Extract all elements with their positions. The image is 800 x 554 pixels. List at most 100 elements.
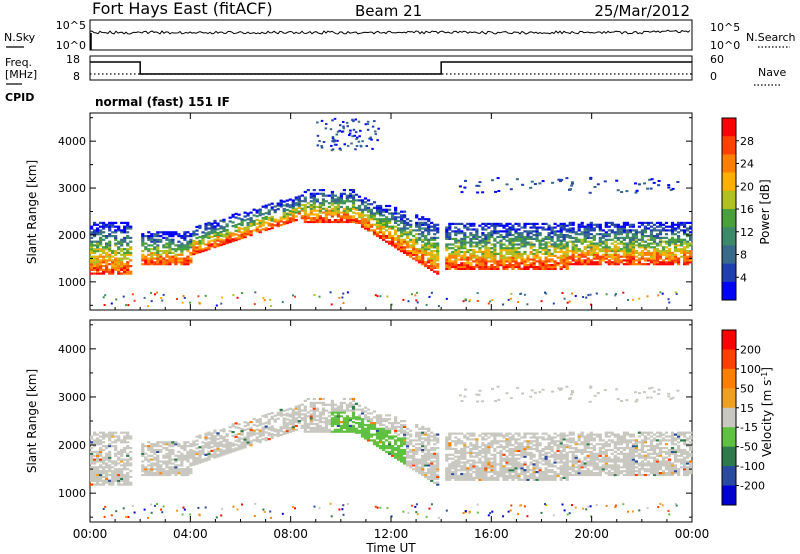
power-cell — [541, 239, 545, 242]
power-cell — [312, 204, 316, 207]
power-cell — [571, 246, 575, 249]
power-cell — [153, 261, 157, 264]
power-cell — [520, 226, 524, 229]
power-cell — [385, 219, 389, 223]
power-cell — [514, 249, 518, 252]
power-cell — [646, 259, 651, 262]
power-cell — [141, 250, 145, 253]
velocity-cell — [150, 454, 154, 457]
velocity-cell — [406, 445, 410, 448]
power-cell — [484, 262, 488, 265]
power-cell — [658, 257, 663, 260]
power-cell — [454, 254, 458, 257]
velocity-cell — [120, 464, 124, 467]
power-cell — [111, 261, 115, 264]
velocity-cell — [102, 448, 106, 452]
power-cell — [565, 260, 569, 263]
velocity-cell — [514, 474, 518, 478]
velocity-cell — [336, 421, 340, 424]
power-cell — [102, 272, 106, 275]
velocity-cell — [360, 420, 365, 423]
colorbar-cell — [722, 154, 736, 174]
velocity-cell — [499, 469, 503, 472]
power-speckle — [533, 183, 537, 185]
velocity-cell — [454, 459, 458, 462]
velocity-cell — [366, 433, 371, 436]
power-cell — [93, 229, 97, 232]
power-cell — [640, 238, 644, 241]
velocity-cell — [282, 417, 286, 420]
power-cell — [689, 261, 693, 264]
velocity-cell — [379, 420, 383, 423]
velocity-cell — [120, 479, 124, 482]
power-cell — [535, 239, 539, 242]
power-cell — [604, 250, 608, 253]
power-cell — [622, 244, 626, 247]
power-cell — [375, 219, 380, 223]
power-cell — [544, 245, 548, 248]
power-cell — [508, 256, 512, 259]
power-cell — [171, 233, 175, 236]
velocity-cell — [499, 461, 503, 464]
power-cell — [454, 258, 458, 261]
velocity-cell — [177, 468, 181, 471]
power-cell — [517, 267, 521, 270]
power-cell — [309, 192, 313, 195]
power-cell — [487, 241, 491, 244]
power-cell — [114, 253, 118, 256]
velocity-cell — [345, 405, 349, 408]
power-cell — [529, 252, 533, 255]
power-cell — [150, 253, 154, 256]
velocity-cell — [117, 470, 121, 473]
power-cell — [165, 233, 169, 236]
velocity-cell — [436, 481, 440, 484]
velocity-cell — [228, 445, 232, 448]
power-cell — [445, 260, 449, 263]
velocity-cell — [225, 444, 229, 447]
power-cell — [406, 218, 410, 221]
power-cell — [102, 238, 106, 241]
power-cell — [291, 216, 295, 219]
velocity-cell — [433, 470, 437, 473]
power-cell — [553, 249, 557, 252]
power-cell — [592, 235, 596, 238]
power-speckle — [463, 186, 467, 189]
power-cell — [105, 270, 109, 273]
power-speckle — [589, 176, 593, 179]
velocity-cell — [126, 483, 130, 486]
power-cell — [472, 234, 476, 237]
velocity-cell — [123, 458, 127, 461]
power-cell — [255, 215, 259, 218]
power-cell — [415, 238, 419, 241]
velocity-cell — [469, 455, 473, 458]
power-cell — [312, 198, 316, 201]
power-cell — [375, 235, 380, 238]
velocity-cell — [129, 456, 133, 459]
power-cell — [150, 251, 154, 254]
power-cell — [168, 261, 172, 264]
power-cell — [366, 219, 371, 223]
power-cell — [577, 263, 581, 266]
power-cell — [598, 255, 602, 258]
velocity-cell — [192, 455, 196, 459]
velocity-cell — [511, 457, 515, 460]
power-cell — [126, 244, 130, 247]
velocity-cell — [183, 473, 187, 477]
power-cell — [616, 236, 620, 239]
power-cell — [517, 224, 521, 227]
power-speckle — [332, 140, 336, 143]
power-speckle — [331, 119, 334, 122]
velocity-cell — [360, 433, 365, 436]
velocity-cell — [363, 418, 368, 421]
velocity-cell — [111, 470, 115, 473]
velocity-cell — [150, 466, 154, 469]
velocity-cell — [93, 466, 97, 469]
power-cell — [225, 228, 229, 232]
velocity-cell — [409, 460, 413, 463]
velocity-cell — [237, 448, 241, 451]
power-cell — [144, 263, 148, 266]
power-cell — [102, 223, 106, 226]
velocity-cell — [388, 452, 392, 455]
power-cell — [192, 243, 196, 246]
velocity-cell — [369, 427, 374, 430]
